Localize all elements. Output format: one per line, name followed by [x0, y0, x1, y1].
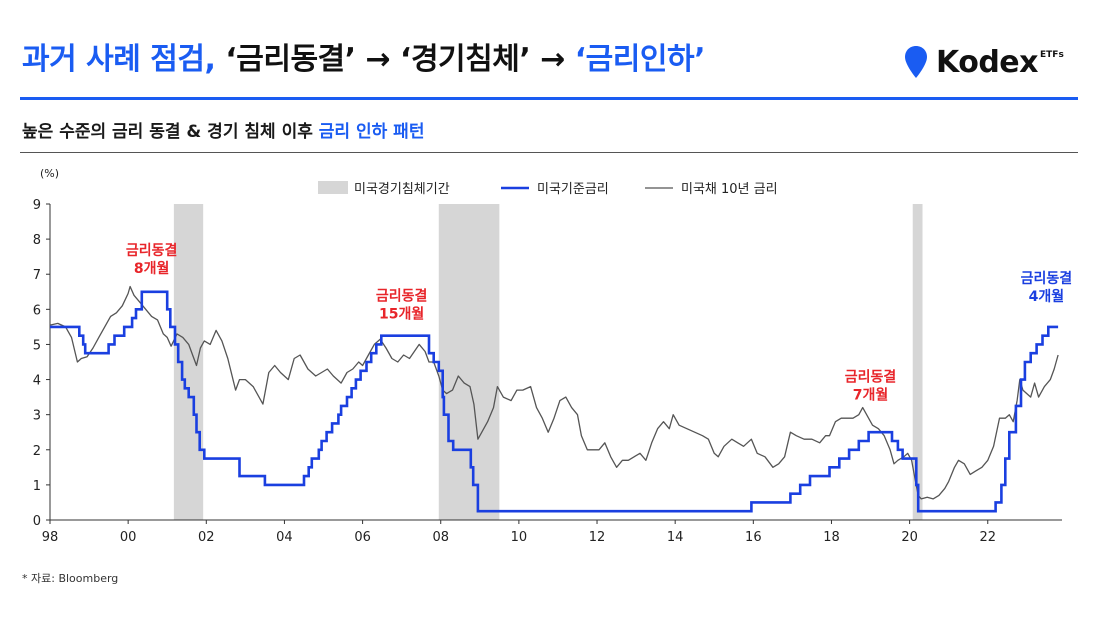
y-tick-label: 5	[33, 338, 41, 353]
title-divider	[20, 97, 1078, 100]
y-unit-label: (%)	[40, 167, 59, 180]
x-tick-label: 12	[589, 530, 606, 545]
y-tick-label: 9	[33, 198, 41, 213]
y-tick-label: 0	[33, 514, 41, 529]
annotation-text: 금리동결	[376, 288, 428, 305]
title-part-3: ‘금리인하’	[574, 42, 706, 77]
series-line-fed-rate	[50, 290, 1059, 513]
x-tick-label: 22	[979, 530, 996, 545]
y-tick-label: 1	[33, 479, 41, 494]
y-tick-label: 8	[33, 233, 41, 248]
page-title: 과거 사례 점검, ‘금리동결’ → ‘경기침체’ → ‘금리인하’	[22, 34, 705, 78]
location-pin-icon	[905, 46, 927, 78]
annotation-text: 8개월	[134, 260, 170, 277]
x-tick-label: 14	[667, 530, 684, 545]
x-tick-label: 98	[42, 530, 59, 545]
annotation-text: 금리동결	[845, 368, 897, 385]
y-tick-label: 3	[33, 409, 41, 424]
x-tick-label: 20	[901, 530, 918, 545]
annotation-text: 7개월	[853, 386, 889, 403]
x-tick-label: 04	[276, 530, 293, 545]
y-tick-label: 6	[33, 303, 41, 318]
recession-band-2	[912, 204, 923, 520]
x-tick-label: 10	[511, 530, 528, 545]
legend: 미국경기침체기간 미국기준금리 미국채 10년 금리	[318, 181, 778, 197]
title-part-2: ‘금리동결’ → ‘경기침체’ →	[225, 42, 575, 77]
x-tick-label: 08	[432, 530, 449, 545]
legend-label: 미국경기침체기간	[354, 182, 450, 197]
annotation-text: 금리동결	[126, 242, 178, 259]
x-tick-label: 16	[745, 530, 762, 545]
x-tick-label: 00	[120, 530, 137, 545]
subtitle-part-1: 높은 수준의 금리 동결 & 경기 침체 이후	[22, 122, 319, 142]
recession-bands	[173, 204, 923, 520]
y-tick-label: 2	[33, 444, 41, 459]
source-note: * 자료: Bloomberg	[22, 572, 119, 585]
annotation-text: 15개월	[379, 306, 424, 323]
x-tick-label: 06	[354, 530, 371, 545]
annotation-text: 금리동결	[1021, 270, 1073, 287]
annotation-text: 4개월	[1029, 288, 1065, 305]
title-part-1: 과거 사례 점검,	[22, 42, 226, 77]
logo-superscript: ETFs	[1040, 50, 1064, 60]
recession-band-1	[438, 204, 500, 520]
legend-label: 미국기준금리	[537, 182, 609, 197]
logo-text: Kodex	[936, 44, 1039, 80]
subtitle-part-2: 금리 인하 패턴	[318, 122, 425, 142]
legend-swatch-recession	[318, 181, 348, 194]
kodex-logo: Kodex ETFs	[904, 42, 1064, 82]
legend-label: 미국채 10년 금리	[681, 182, 778, 197]
y-tick-label: 4	[33, 374, 41, 389]
y-tick-label: 7	[33, 268, 41, 283]
subtitle-divider	[20, 152, 1078, 153]
series-lines	[49, 285, 1059, 513]
page-subtitle: 높은 수준의 금리 동결 & 경기 침체 이후 금리 인하 패턴	[22, 117, 424, 142]
x-tick-label: 18	[823, 530, 840, 545]
x-tick-label: 02	[198, 530, 215, 545]
